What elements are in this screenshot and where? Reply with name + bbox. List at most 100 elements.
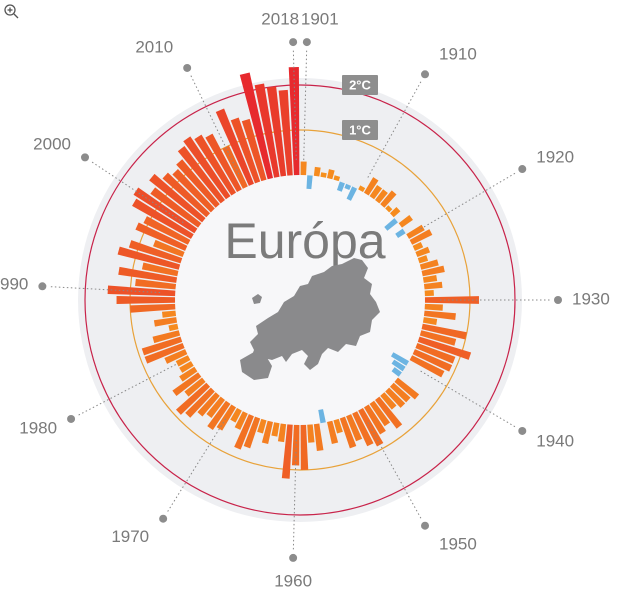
bar bbox=[417, 336, 472, 360]
tick-leader bbox=[367, 79, 423, 178]
bar bbox=[175, 355, 191, 367]
x-tick-label: 1990 bbox=[0, 275, 28, 294]
bar bbox=[243, 416, 261, 449]
bar bbox=[149, 173, 206, 223]
bar bbox=[215, 108, 254, 186]
bar bbox=[230, 407, 242, 423]
bar bbox=[288, 67, 300, 176]
bar bbox=[391, 359, 406, 372]
bar bbox=[424, 289, 434, 297]
bar bbox=[194, 134, 237, 196]
tick-dot bbox=[421, 521, 430, 530]
zoom-icon[interactable] bbox=[4, 4, 19, 19]
bar bbox=[153, 239, 185, 258]
tick-leader bbox=[165, 418, 227, 514]
bar bbox=[133, 187, 198, 234]
bar bbox=[164, 349, 188, 364]
bar bbox=[257, 418, 267, 434]
bar bbox=[313, 166, 321, 177]
bar bbox=[389, 206, 401, 218]
bar bbox=[277, 423, 287, 443]
bar bbox=[375, 396, 403, 429]
bar bbox=[144, 342, 185, 364]
bar bbox=[384, 218, 398, 231]
tick-dot bbox=[183, 63, 192, 72]
ytick-badge bbox=[342, 120, 378, 140]
bar bbox=[207, 400, 231, 430]
bar bbox=[116, 295, 176, 305]
bar bbox=[185, 387, 215, 418]
bar bbox=[261, 420, 273, 445]
bar bbox=[375, 189, 388, 204]
x-tick-label: 1930 bbox=[572, 289, 610, 308]
bar bbox=[306, 175, 313, 190]
bar bbox=[281, 424, 293, 479]
x-tick-label: 2000 bbox=[33, 135, 71, 154]
bar bbox=[271, 422, 280, 437]
bar bbox=[395, 228, 406, 239]
x-tick-label: 1980 bbox=[19, 419, 57, 438]
tick-leader bbox=[89, 160, 184, 224]
bar bbox=[161, 310, 177, 318]
bar bbox=[421, 265, 445, 277]
bar bbox=[415, 246, 431, 258]
bar bbox=[206, 396, 225, 418]
bar bbox=[241, 118, 267, 182]
bar bbox=[385, 387, 406, 408]
bar bbox=[205, 133, 242, 193]
ytick-label: 2°C bbox=[349, 77, 371, 92]
bar bbox=[318, 409, 326, 424]
tick-leader bbox=[420, 370, 518, 429]
bar bbox=[352, 411, 374, 447]
bar bbox=[176, 159, 220, 208]
bar bbox=[327, 420, 339, 445]
bar bbox=[358, 407, 384, 447]
bar bbox=[424, 303, 443, 311]
bar bbox=[346, 186, 358, 201]
bar bbox=[117, 246, 181, 270]
bar bbox=[336, 181, 345, 192]
bar bbox=[390, 352, 410, 366]
bar bbox=[168, 323, 179, 332]
tick-dot bbox=[421, 70, 430, 79]
bar bbox=[419, 330, 457, 346]
tick-dot bbox=[67, 414, 76, 423]
bar bbox=[339, 416, 357, 449]
bar bbox=[333, 175, 341, 182]
bar bbox=[415, 342, 456, 364]
bar bbox=[313, 423, 324, 452]
bar bbox=[300, 161, 307, 176]
ytick-label: 1°C bbox=[349, 122, 371, 137]
bar bbox=[391, 367, 402, 377]
bar bbox=[162, 172, 211, 218]
bar bbox=[135, 222, 188, 251]
x-tick-label: 1950 bbox=[439, 534, 477, 553]
bar bbox=[419, 259, 439, 270]
bar bbox=[369, 400, 391, 427]
tick-leader bbox=[292, 439, 297, 552]
bar bbox=[423, 281, 443, 290]
x-tick-label: 1901 bbox=[301, 10, 339, 29]
x-tick-label: 1920 bbox=[536, 147, 574, 166]
tick-dot bbox=[518, 165, 527, 174]
x-tick-label: 2018 bbox=[261, 10, 299, 29]
tick-leader bbox=[420, 171, 518, 230]
bar bbox=[222, 145, 248, 189]
bar bbox=[424, 296, 479, 304]
bar bbox=[385, 205, 393, 213]
bar bbox=[128, 240, 183, 264]
ytick-ring bbox=[84, 84, 516, 516]
bar bbox=[184, 377, 206, 397]
bar bbox=[406, 224, 425, 239]
bar bbox=[412, 241, 424, 251]
bar bbox=[141, 336, 183, 356]
bar bbox=[216, 404, 237, 431]
bar bbox=[132, 198, 194, 239]
bar bbox=[130, 303, 176, 313]
tick-leader bbox=[48, 286, 161, 294]
bar bbox=[107, 285, 176, 297]
bar bbox=[320, 172, 327, 178]
bar bbox=[152, 330, 181, 344]
bar bbox=[344, 183, 352, 191]
